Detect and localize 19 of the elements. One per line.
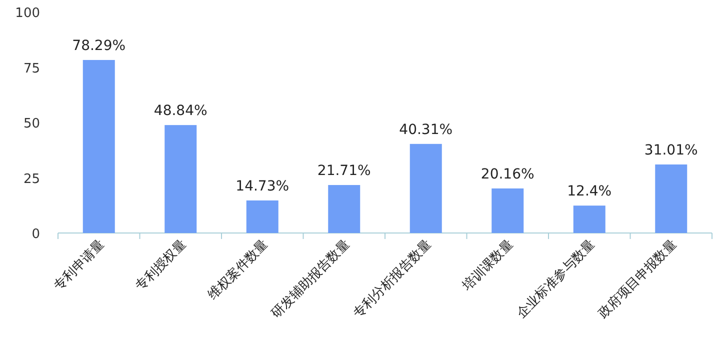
y-tick-label: 25: [23, 172, 40, 187]
data-label: 21.71%: [317, 163, 371, 180]
x-tick-label: 维权案件数量: [204, 236, 272, 303]
data-label: 12.4%: [567, 184, 612, 200]
data-label: 31.01%: [644, 142, 698, 158]
y-tick-label: 50: [23, 116, 40, 132]
x-tick-label: 专利申请量: [51, 237, 108, 294]
y-tick-label: 75: [23, 61, 40, 76]
data-label: 14.73%: [236, 178, 290, 194]
data-label: 40.31%: [399, 122, 453, 138]
data-label: 78.29%: [72, 38, 126, 54]
x-tick-label: 研发辅助报告数量: [268, 237, 353, 322]
data-label: 20.16%: [480, 166, 534, 182]
x-tick-label: 培训课数量: [459, 237, 516, 294]
x-tick-label: 专利授权量: [132, 237, 190, 294]
y-tick-label: 0: [32, 227, 40, 242]
x-tick-label: 专利分析报告数量: [350, 237, 435, 322]
y-tick-label: 100: [15, 6, 40, 21]
data-label: 48.84%: [154, 103, 208, 120]
